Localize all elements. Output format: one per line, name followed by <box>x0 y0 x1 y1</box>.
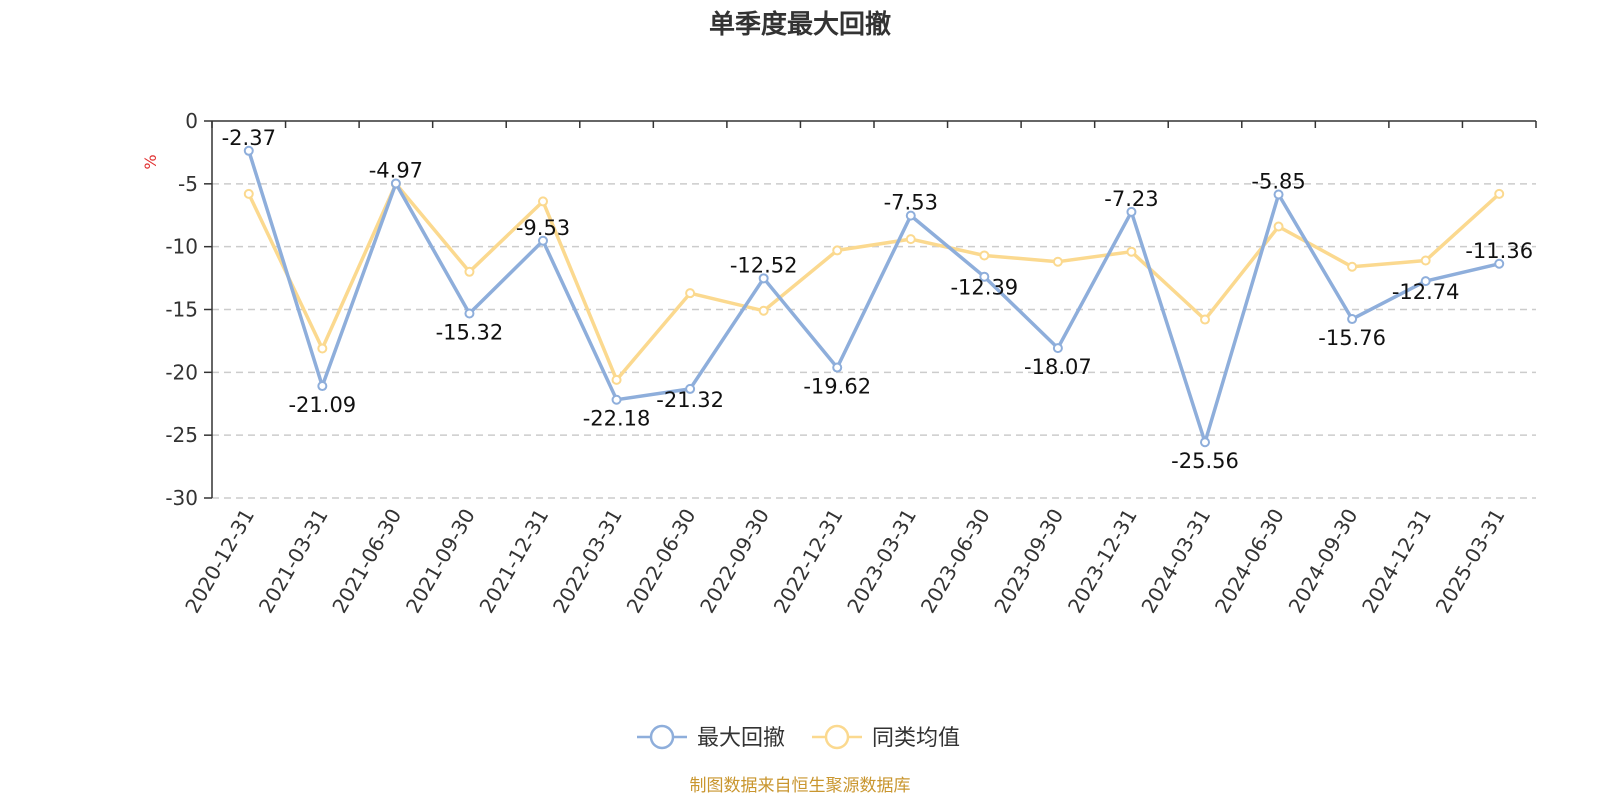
data-point <box>538 235 548 246</box>
data-label: -11.36 <box>1465 239 1533 263</box>
x-tick-label: 2024-09-30 <box>1284 505 1363 618</box>
x-tick-label: 2023-12-31 <box>1063 505 1142 618</box>
data-point <box>832 245 843 256</box>
series-line <box>247 182 1501 382</box>
data-label: -18.07 <box>1024 355 1092 379</box>
data-point <box>979 250 990 261</box>
data-point <box>1052 256 1063 267</box>
data-point <box>758 273 769 284</box>
data-point <box>1126 206 1137 217</box>
data-point <box>979 271 990 282</box>
data-label: -25.56 <box>1171 449 1239 473</box>
y-tick-label: -30 <box>165 486 198 510</box>
data-point <box>1420 276 1431 287</box>
x-tick-label: 2025-03-31 <box>1431 505 1510 618</box>
chart-title: 单季度最大回撤 <box>709 9 891 40</box>
data-point <box>685 383 696 394</box>
data-point <box>1347 314 1358 325</box>
data-point <box>832 362 843 373</box>
data-label: -12.39 <box>950 276 1018 300</box>
data-point <box>611 374 622 385</box>
x-tick-label: 2024-03-31 <box>1136 505 1215 618</box>
data-point <box>1347 261 1358 272</box>
y-axis-unit: % <box>141 154 160 169</box>
data-source-note: 制图数据来自恒生聚源数据库 <box>690 776 911 796</box>
data-label: -2.37 <box>222 126 276 150</box>
data-point <box>1273 189 1284 200</box>
data-label: -21.32 <box>656 388 724 412</box>
data-label: -21.09 <box>288 393 356 417</box>
x-tick-label: 2022-12-31 <box>769 505 848 618</box>
y-tick-label: -20 <box>165 360 198 384</box>
y-tick-labels: 0 -5 -10 -15 -20 -25 -30 <box>165 109 198 510</box>
data-point <box>685 288 696 299</box>
x-tick-label: 2021-03-31 <box>254 505 333 618</box>
data-point <box>1494 258 1505 269</box>
x-tick-label: 2022-09-30 <box>695 505 774 618</box>
x-tick-label: 2023-09-30 <box>989 505 1068 618</box>
legend-label: 同类均值 <box>872 726 960 751</box>
data-point <box>1126 246 1137 257</box>
y-tick-label: 0 <box>185 109 198 133</box>
data-label: -12.52 <box>730 253 798 277</box>
x-tick-label: 2024-12-31 <box>1357 505 1436 618</box>
data-point <box>317 381 328 392</box>
x-tick-label: 2023-03-31 <box>842 505 921 618</box>
data-labels: -2.37 -21.09 -4.97 -15.32 -9.53 -22.18-21.32 -… <box>222 126 1533 473</box>
x-tick-labels: 2020-12-312021-03-312021-06-302021-09-30… <box>180 504 1509 617</box>
x-tick-label: 2020-12-31 <box>180 505 259 618</box>
data-point <box>1200 437 1210 448</box>
data-label: -19.62 <box>803 375 871 399</box>
data-point <box>243 188 254 199</box>
legend: 最大回撤 同类均值 <box>637 724 960 751</box>
y-tick-label: -25 <box>165 423 198 447</box>
data-label: -5.85 <box>1251 170 1305 194</box>
data-label: -9.53 <box>516 216 570 240</box>
legend-label: 最大回撤 <box>697 726 785 751</box>
series-line <box>247 150 1500 444</box>
x-tick-label: 2021-09-30 <box>401 505 480 618</box>
x-tick-label: 2022-06-30 <box>622 505 701 618</box>
data-point <box>464 266 475 277</box>
y-tick-label: -10 <box>165 235 198 259</box>
data-point <box>1052 343 1063 354</box>
x-tick-label: 2021-12-31 <box>474 505 553 618</box>
data-point <box>905 210 916 221</box>
data-point <box>758 305 769 316</box>
y-tick-label: -5 <box>178 172 198 196</box>
data-label: -15.32 <box>436 321 504 345</box>
y-tick-label: -15 <box>165 298 198 322</box>
x-tick-label: 2023-06-30 <box>916 504 995 617</box>
data-point <box>1494 188 1505 199</box>
data-point <box>538 196 548 207</box>
data-point <box>1420 255 1431 266</box>
data-label: -22.18 <box>583 407 651 431</box>
x-tick-label: 2024-06-30 <box>1210 505 1289 618</box>
x-tick-label: 2021-06-30 <box>327 505 406 618</box>
data-point <box>390 178 401 189</box>
axes <box>204 120 1537 499</box>
series-group <box>243 145 1505 448</box>
data-label: -4.97 <box>369 158 423 182</box>
data-point <box>1200 314 1210 325</box>
x-tick-label: 2022-03-31 <box>548 505 627 618</box>
data-point <box>1273 221 1284 232</box>
data-label: -12.74 <box>1392 280 1460 304</box>
legend-marker <box>649 724 675 750</box>
data-point <box>243 145 254 156</box>
legend-marker <box>824 724 850 750</box>
data-label: -7.23 <box>1104 187 1158 211</box>
data-point <box>611 394 622 405</box>
data-label: -15.76 <box>1318 326 1386 350</box>
data-label: -7.53 <box>884 191 938 215</box>
data-point <box>464 308 475 319</box>
data-point <box>905 234 916 245</box>
data-point <box>317 343 328 354</box>
